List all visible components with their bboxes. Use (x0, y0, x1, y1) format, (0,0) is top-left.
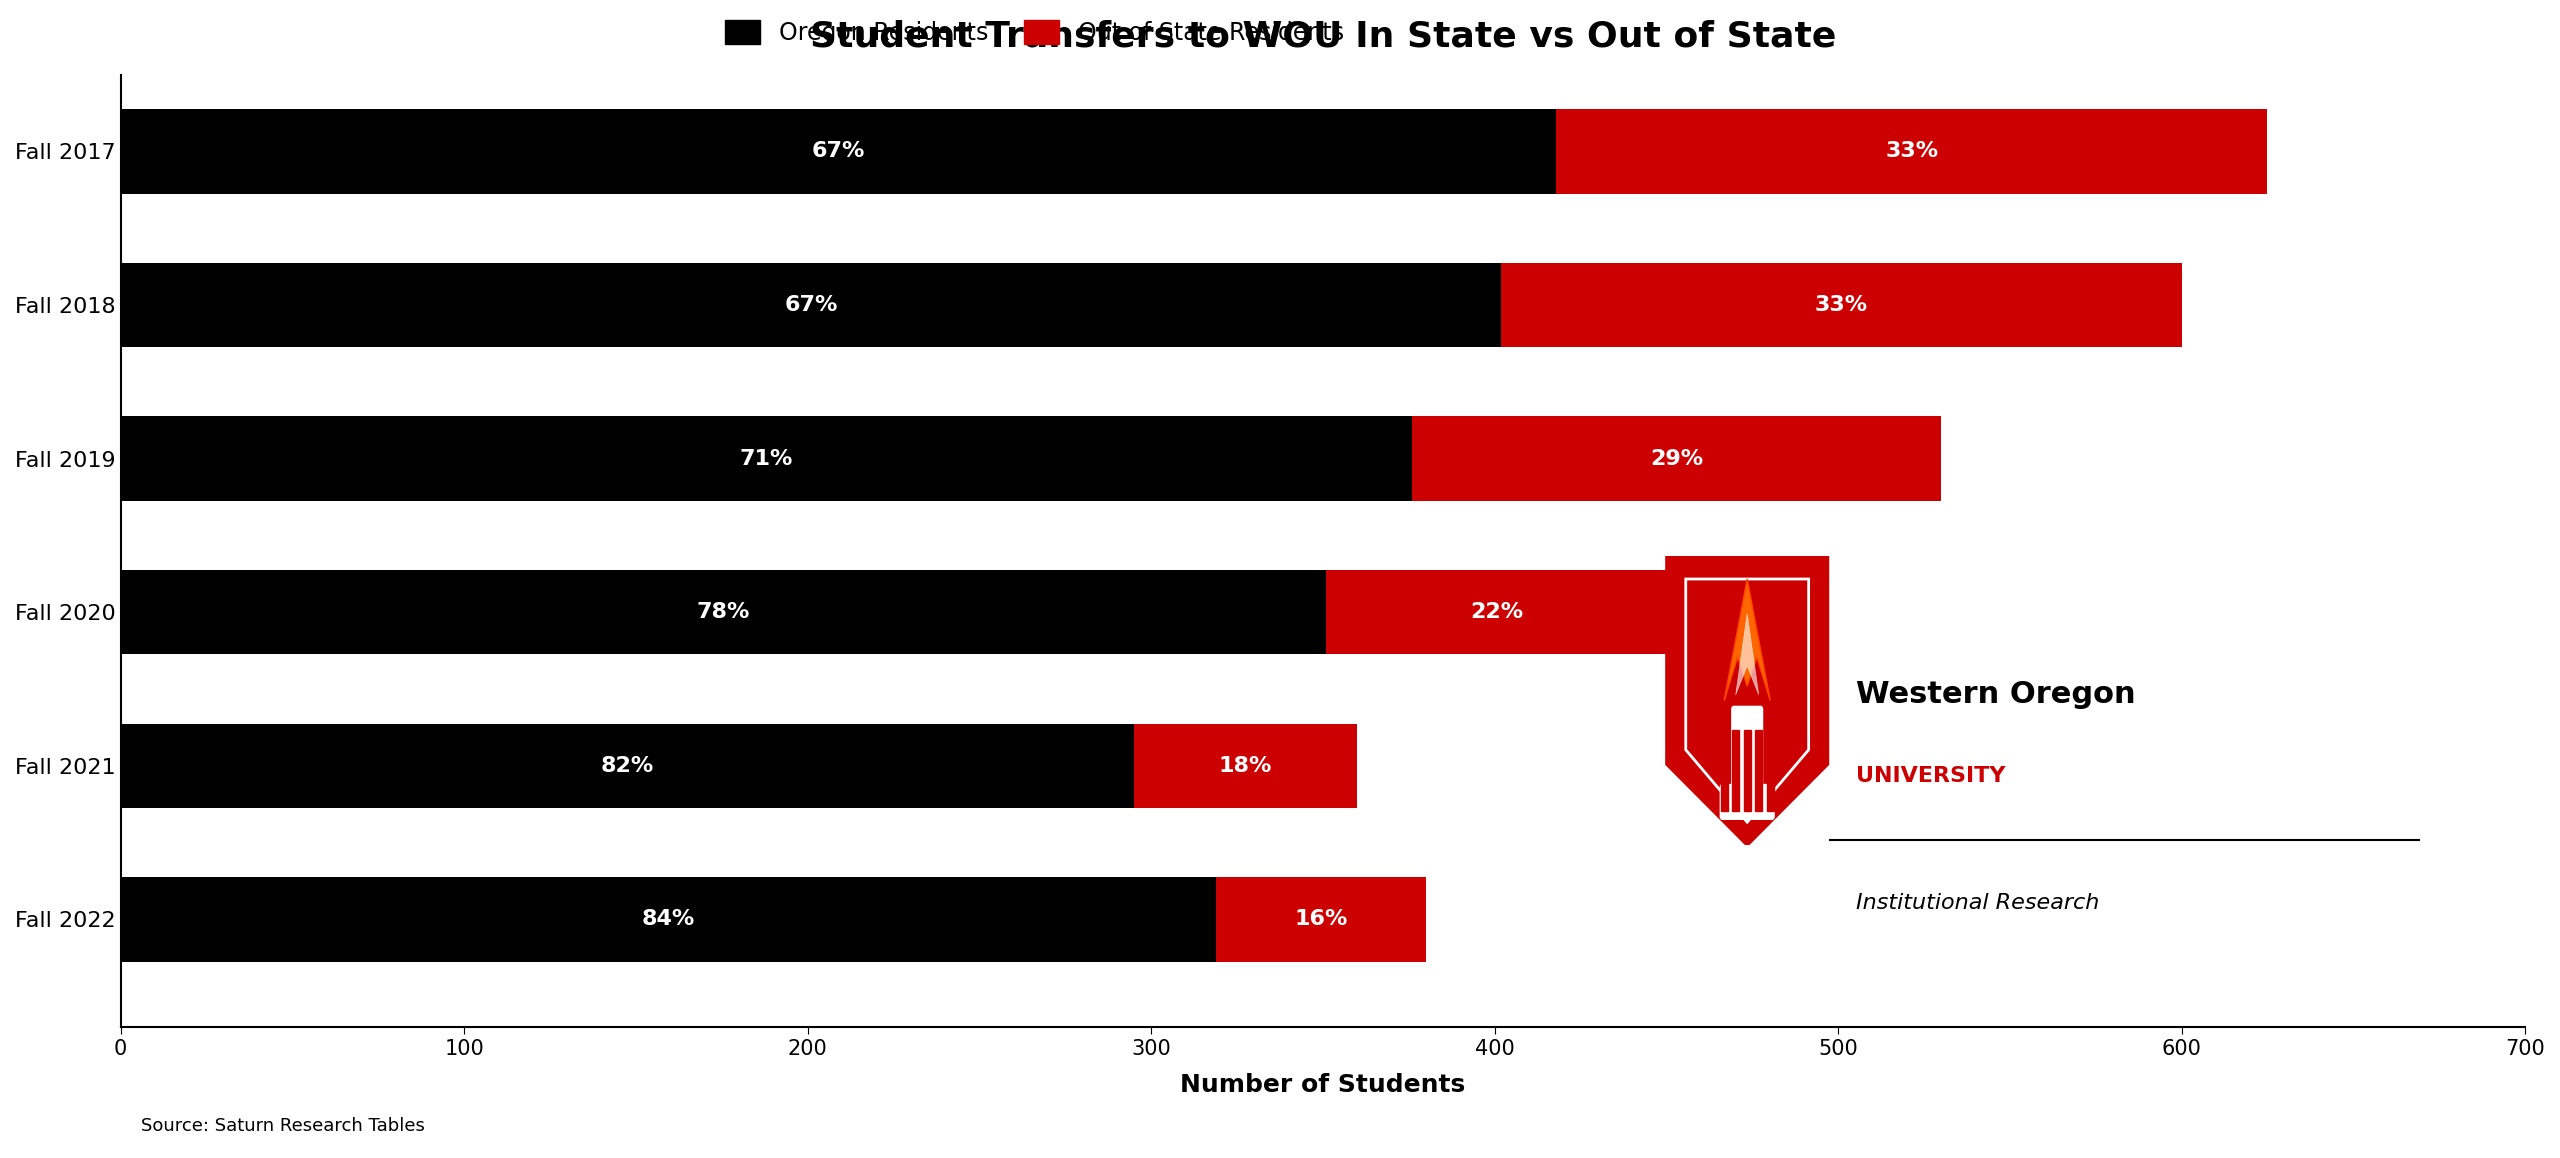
Text: 67%: 67% (812, 141, 865, 161)
FancyBboxPatch shape (1720, 785, 1774, 820)
Polygon shape (1667, 556, 1828, 845)
Bar (120, 109, 1556, 193)
Text: 71%: 71% (740, 448, 794, 469)
Bar (1134, 724, 1357, 808)
Text: Source: Saturn Research Tables: Source: Saturn Research Tables (141, 1116, 425, 1135)
Polygon shape (1736, 614, 1759, 695)
Bar (1733, 730, 1738, 811)
Bar (120, 263, 1503, 347)
FancyBboxPatch shape (1731, 706, 1761, 813)
Bar (1743, 730, 1751, 811)
Bar (120, 724, 1134, 808)
Legend: Oregon Residents, Out of State Residents: Oregon Residents, Out of State Residents (714, 10, 1354, 54)
Bar (1413, 417, 1940, 500)
Bar (120, 417, 1413, 500)
Text: Institutional Research: Institutional Research (1856, 893, 2099, 914)
Bar (120, 570, 1326, 654)
Text: 29%: 29% (1651, 448, 1702, 469)
Title: Student Transfers to WOU In State vs Out of State: Student Transfers to WOU In State vs Out… (809, 20, 1836, 53)
Bar (1556, 109, 2268, 193)
Bar (1503, 263, 2181, 347)
Text: 78%: 78% (696, 602, 750, 622)
Bar (1326, 570, 1667, 654)
Text: 18%: 18% (1219, 756, 1272, 776)
Text: 67%: 67% (783, 295, 837, 315)
Text: 33%: 33% (1884, 141, 1938, 161)
Text: 22%: 22% (1469, 602, 1523, 622)
Text: Western Oregon: Western Oregon (1856, 680, 2135, 710)
Text: 84%: 84% (643, 909, 696, 930)
Polygon shape (1725, 579, 1772, 701)
Text: UNIVERSITY: UNIVERSITY (1856, 765, 2004, 786)
Bar (120, 878, 1216, 961)
Bar (1766, 730, 1774, 811)
Text: 33%: 33% (1815, 295, 1869, 315)
Text: 16%: 16% (1295, 909, 1347, 930)
Bar (1756, 730, 1761, 811)
Bar (1216, 878, 1426, 961)
Bar (1720, 730, 1728, 811)
X-axis label: Number of Students: Number of Students (1180, 1072, 1464, 1097)
Text: 82%: 82% (602, 756, 653, 776)
